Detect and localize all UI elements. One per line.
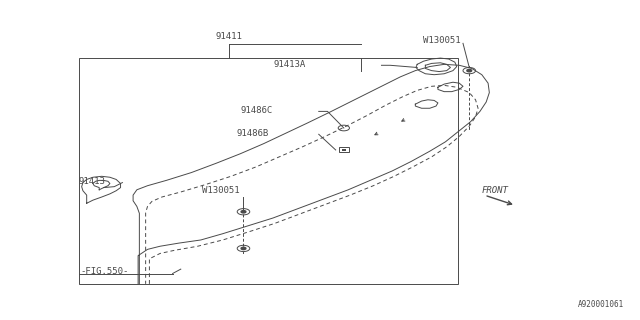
Text: 91413A: 91413A [274, 60, 306, 69]
Bar [339, 148, 349, 152]
Text: 91486B: 91486B [236, 129, 269, 138]
Bar [79, 58, 458, 284]
Text: FRONT: FRONT [482, 186, 509, 195]
Circle shape [467, 69, 472, 72]
Text: 91486C: 91486C [241, 106, 273, 115]
Circle shape [241, 247, 246, 250]
Text: -FIG.550-: -FIG.550- [81, 267, 129, 276]
Circle shape [241, 211, 246, 213]
Text: 91413: 91413 [79, 177, 106, 186]
Bar [342, 149, 346, 151]
Text: A920001061: A920001061 [578, 300, 624, 309]
Text: W130051: W130051 [202, 186, 240, 195]
Text: W130051: W130051 [424, 36, 461, 45]
Text: 91411: 91411 [216, 32, 243, 41]
